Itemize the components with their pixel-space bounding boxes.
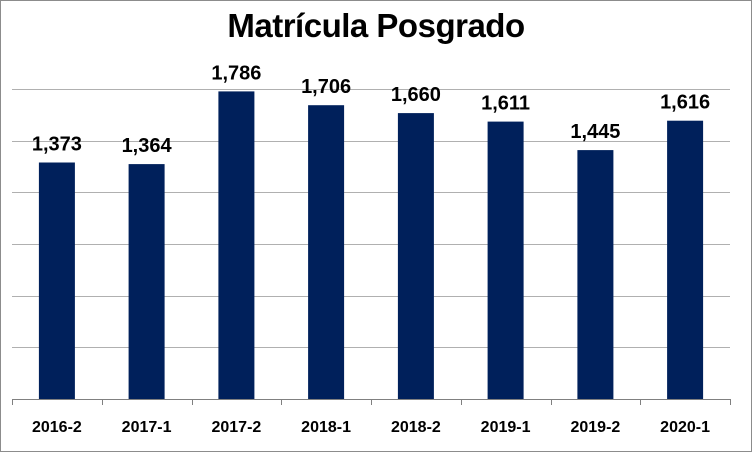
- chart-title: Matrícula Posgrado: [227, 7, 525, 44]
- data-label-2020-1: 1,616: [660, 92, 710, 114]
- x-tick-label-2019-1: 2019-1: [481, 419, 531, 436]
- bar-2017-2: [218, 91, 255, 400]
- bar-2016-2: [38, 162, 75, 399]
- data-label-2019-2: 1,445: [570, 121, 620, 143]
- data-label-2017-1: 1,364: [122, 135, 173, 157]
- x-tick-label-2018-1: 2018-1: [301, 419, 351, 436]
- data-label-2017-2: 1,786: [211, 62, 261, 84]
- x-tick-label-2017-1: 2017-1: [122, 419, 172, 436]
- bar-2019-2: [577, 150, 614, 399]
- data-label-2018-1: 1,706: [301, 76, 351, 98]
- x-tick-label-2016-2: 2016-2: [32, 419, 82, 436]
- x-tick-label-2019-2: 2019-2: [570, 419, 620, 436]
- bar-2017-1: [128, 164, 165, 399]
- bar-2019-1: [487, 121, 524, 399]
- data-label-2019-1: 1,611: [481, 93, 530, 115]
- x-tick-label-2017-2: 2017-2: [211, 419, 261, 436]
- x-tick-label-2018-2: 2018-2: [391, 419, 441, 436]
- bar-2018-2: [397, 113, 434, 399]
- data-label-2018-2: 1,660: [391, 84, 441, 106]
- data-label-2016-2: 1,373: [32, 134, 82, 156]
- bar-2020-1: [667, 120, 704, 399]
- bar-2018-1: [308, 105, 345, 399]
- x-tick-label-2020-1: 2020-1: [660, 419, 710, 436]
